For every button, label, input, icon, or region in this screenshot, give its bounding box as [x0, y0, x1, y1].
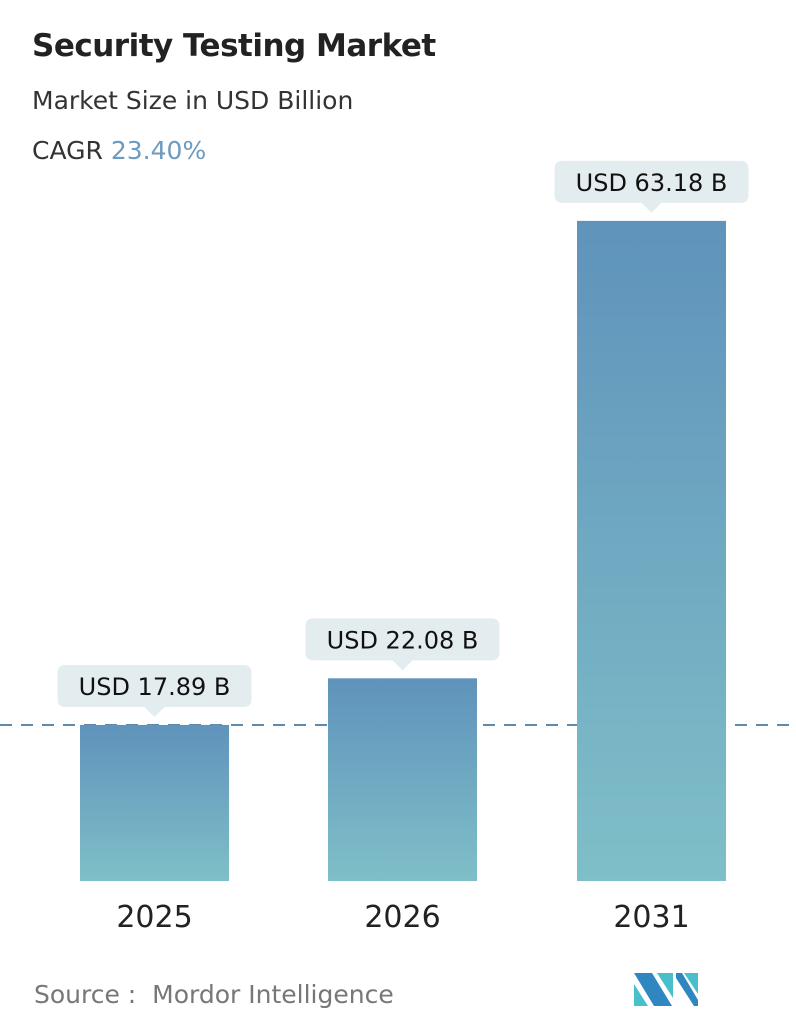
- data-label-bubble: [57, 664, 252, 717]
- source: Source : Mordor Intelligence: [34, 980, 394, 1009]
- bar-2031: [577, 220, 726, 881]
- data-label-bubble: [554, 160, 749, 213]
- chart-subtitle: Market Size in USD Billion: [32, 86, 354, 115]
- cagr-label: CAGR: [32, 136, 103, 165]
- cagr: CAGR 23.40%: [32, 136, 206, 165]
- bar-2026: [328, 678, 477, 881]
- data-label: USD 17.89 B: [79, 673, 231, 701]
- bar-2025: [80, 724, 229, 881]
- source-label: Source :: [34, 980, 137, 1009]
- x-tick-label: 2026: [364, 900, 440, 935]
- data-label-bubble: [305, 618, 500, 671]
- data-label: USD 63.18 B: [576, 169, 728, 197]
- data-label: USD 22.08 B: [327, 626, 479, 654]
- cagr-value: 23.40%: [110, 136, 207, 165]
- x-tick-label: 2025: [116, 900, 192, 935]
- chart-title: Security Testing Market: [32, 28, 436, 64]
- source-value: Mordor Intelligence: [152, 980, 394, 1009]
- x-tick-label: 2031: [613, 900, 689, 935]
